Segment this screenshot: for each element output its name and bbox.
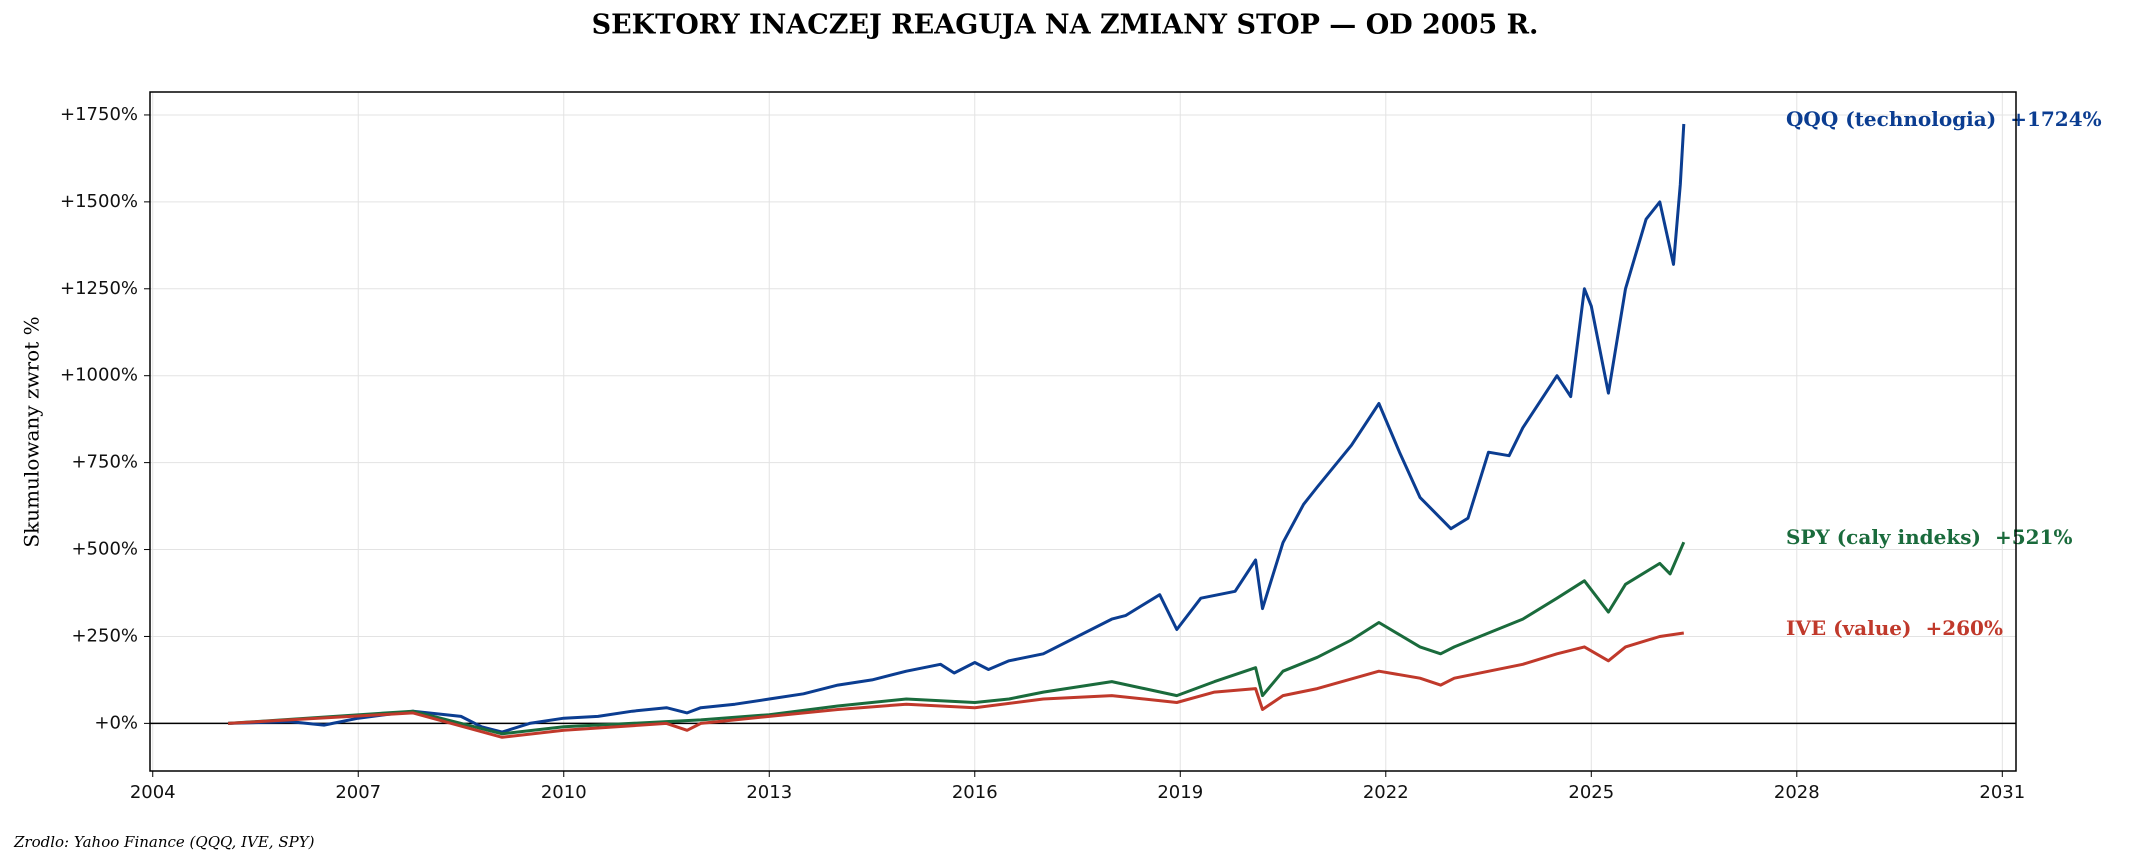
y-axis-label: Skumulowany zwrot % [20, 316, 44, 547]
y-tick-label: +750% [71, 452, 138, 473]
y-tick-label: +1750% [60, 104, 138, 125]
y-tick-label: +1250% [60, 278, 138, 299]
x-tick-label: 2025 [1568, 782, 1614, 803]
series-end-value: +1724% [2010, 106, 2101, 130]
x-tick-label: 2013 [746, 782, 792, 803]
x-tick-label: 2022 [1363, 782, 1409, 803]
end-label: SPY (caly indeks) +521% [1786, 525, 2072, 549]
x-tick-label: 2031 [1979, 782, 2025, 803]
series-line [228, 541, 1686, 736]
end-label: IVE (value) +260% [1786, 615, 2003, 639]
x-tick-label: 2010 [541, 782, 587, 803]
chart-title: SEKTORY INACZEJ REAGUJA NA ZMIANY STOP —… [592, 10, 1539, 41]
y-tick-label: +1000% [60, 365, 138, 386]
x-tick-label: 2016 [952, 782, 998, 803]
y-tick-label: +250% [71, 625, 138, 646]
series-name: SPY (caly indeks) [1786, 525, 1981, 549]
x-tick-label: 2004 [130, 782, 176, 803]
series-name: QQQ (technologia) [1786, 106, 1996, 130]
series-line [228, 631, 1685, 739]
end-label: QQQ (technologia) +1724% [1786, 106, 2102, 130]
plot-frame [149, 91, 2017, 772]
y-tick-label: +0% [94, 712, 138, 733]
series-end-value: +521% [1995, 525, 2073, 549]
y-tick-label: +500% [71, 539, 138, 560]
x-tick-label: 2007 [335, 782, 381, 803]
series-name: IVE (value) [1786, 615, 1911, 639]
series-end-value: +260% [1925, 615, 2003, 639]
x-tick-label: 2028 [1774, 782, 1820, 803]
series-line [228, 123, 1686, 734]
y-tick-label: +1500% [60, 191, 138, 212]
x-tick-label: 2019 [1157, 782, 1203, 803]
source-note: Zrodlo: Yahoo Finance (QQQ, IVE, SPY) [13, 833, 315, 851]
